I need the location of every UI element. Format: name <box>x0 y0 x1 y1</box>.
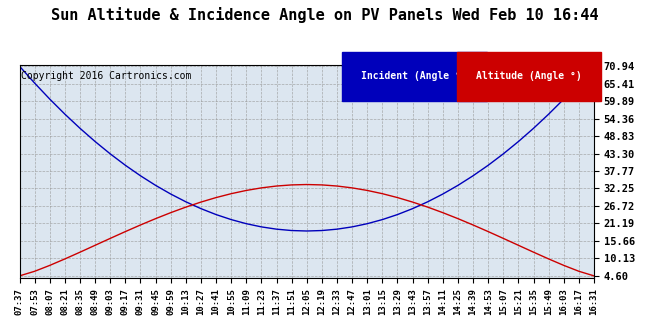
Text: Copyright 2016 Cartronics.com: Copyright 2016 Cartronics.com <box>21 71 191 81</box>
Text: Altitude (Angle °): Altitude (Angle °) <box>476 71 582 81</box>
Text: Incident (Angle °): Incident (Angle °) <box>361 71 467 81</box>
Text: Sun Altitude & Incidence Angle on PV Panels Wed Feb 10 16:44: Sun Altitude & Incidence Angle on PV Pan… <box>51 7 599 22</box>
